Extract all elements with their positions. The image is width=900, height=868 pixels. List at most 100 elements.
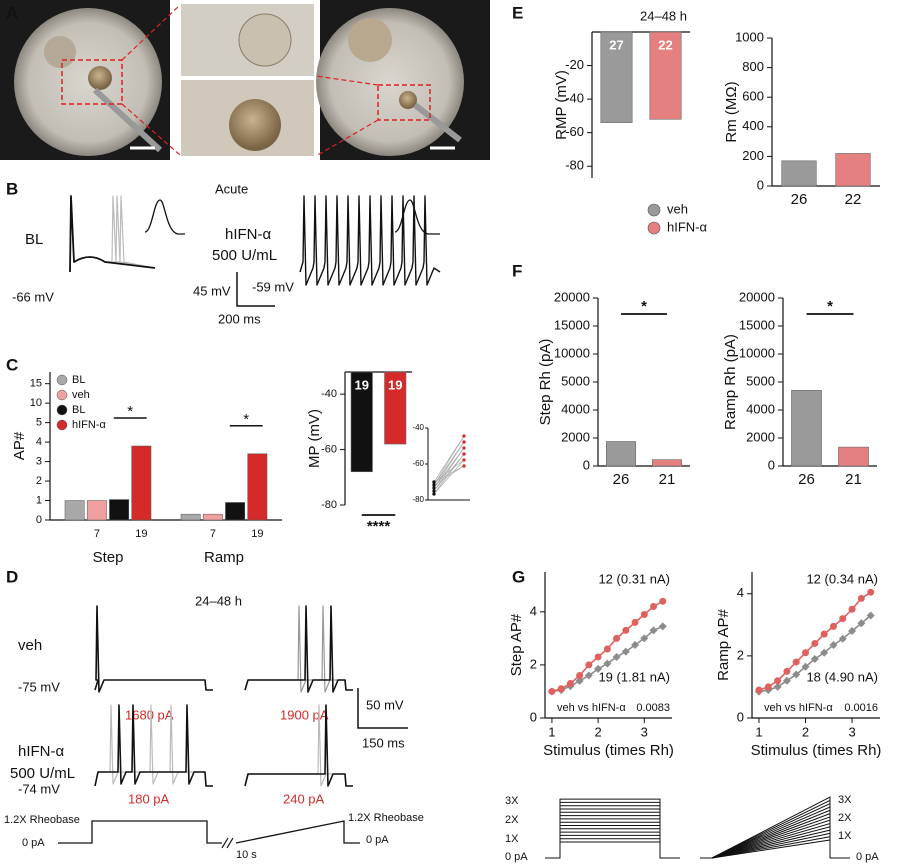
- point: [782, 676, 791, 685]
- condition-label: hIFN-α: [225, 226, 272, 243]
- inset-dot: [462, 452, 466, 456]
- micrographs: [0, 0, 490, 160]
- current-label: 240 pA: [283, 791, 325, 806]
- protocol-label: 1X: [505, 833, 519, 845]
- potential-label: -75 mV: [18, 679, 60, 694]
- n-label: 19: [251, 528, 263, 540]
- panel-title: 24–48 h: [195, 593, 242, 608]
- point: [792, 658, 800, 666]
- n-label: 7: [94, 528, 100, 540]
- x-tick-label: 1: [548, 724, 555, 739]
- inset-dot: [432, 492, 436, 496]
- protocol: [545, 796, 850, 859]
- scale-bar: [236, 272, 275, 307]
- significance: *: [127, 403, 133, 420]
- legend-label: veh: [72, 389, 90, 401]
- x-tick-label: 2: [802, 724, 809, 739]
- x-tick-label: 22: [845, 191, 862, 208]
- inset-pair: [433, 435, 465, 486]
- scale-label: 45 mV: [193, 283, 231, 298]
- bar: [131, 445, 152, 521]
- protocol-label: 1.2X Rheobase: [348, 812, 424, 824]
- bar: [600, 31, 633, 123]
- n-label: 7: [210, 528, 216, 540]
- y-tick-label: -80: [565, 158, 584, 173]
- y-tick-label: 200: [742, 148, 764, 163]
- significance: *: [243, 411, 249, 428]
- y-axis-label: Rm (MΩ): [723, 81, 740, 142]
- point: [584, 671, 593, 680]
- bar: [202, 513, 223, 521]
- y-tick-label: 5000: [746, 373, 775, 388]
- y-tick-label: 4: [36, 436, 42, 448]
- inset-dot: [432, 486, 436, 490]
- point: [585, 661, 593, 669]
- point: [649, 626, 658, 635]
- y-tick-label: 5: [36, 417, 42, 429]
- protocol-label: 2X: [505, 814, 519, 826]
- trace: [94, 704, 213, 787]
- trace: [244, 605, 353, 693]
- trace: [244, 704, 353, 787]
- point: [773, 682, 782, 691]
- condition-label: BL: [25, 231, 43, 248]
- scale-label: 200 ms: [218, 311, 261, 326]
- annotation: 0.0083: [636, 702, 670, 714]
- protocol-label: 0 pA: [366, 834, 389, 846]
- y-axis-label: Step Rh (pA): [537, 339, 554, 426]
- y-tick-label: 10: [30, 397, 42, 409]
- legend-marker: [56, 419, 68, 431]
- point: [810, 654, 819, 663]
- inset-tick-label: -40: [412, 423, 424, 432]
- legend-label: BL: [72, 374, 85, 386]
- bar: [649, 31, 682, 120]
- bar: [350, 371, 373, 473]
- point: [557, 685, 565, 693]
- point: [857, 594, 865, 602]
- protocol-label: 1X: [838, 830, 852, 842]
- point: [650, 603, 658, 611]
- y-tick-label: 4: [530, 603, 537, 618]
- protocol-line: [545, 798, 680, 859]
- scale-label: 50 mV: [366, 697, 404, 712]
- inset-pair: [433, 453, 465, 495]
- y-tick-label: -40: [321, 388, 337, 400]
- y-tick-label: 4: [737, 585, 744, 600]
- x-tick-label: Step: [93, 549, 124, 566]
- y-tick-label: 2: [36, 475, 42, 487]
- inset-dot: [462, 440, 466, 444]
- scale-bar: [357, 688, 408, 729]
- inset-dot: [432, 483, 436, 487]
- trace: [94, 605, 213, 693]
- trace: [244, 605, 353, 693]
- chart: 0 2 4 Step AP# 1 2 3 Stimulus (times Rh) 12 (0.3…: [508, 571, 674, 759]
- point: [838, 634, 847, 643]
- protocol: [58, 820, 360, 844]
- point: [774, 677, 782, 685]
- point: [622, 626, 630, 634]
- inset-pair: [433, 459, 465, 483]
- x-tick-label: 3: [641, 724, 648, 739]
- x-tick-label: 2: [594, 724, 601, 739]
- y-tick-label: 10000: [739, 345, 775, 360]
- y-tick-label: -80: [321, 499, 337, 511]
- y-tick-label: 0: [737, 709, 744, 724]
- y-tick-label: -20: [565, 57, 584, 72]
- condition-label: 500 U/mL: [212, 247, 277, 264]
- y-tick-label: 0: [757, 177, 764, 192]
- annotation: 12 (0.34 nA): [806, 571, 878, 586]
- y-axis-label: Ramp AP#: [715, 608, 732, 680]
- point: [866, 611, 875, 620]
- chart: 0 200 400 600 800 1000 Rm (MΩ) 26 22: [723, 29, 880, 208]
- point: [631, 641, 640, 649]
- chart: 0 2 4 Ramp AP# 1 2 3 Stimulus (times Rh) 12 (0.3…: [715, 571, 881, 759]
- x-tick-label: 3: [848, 724, 855, 739]
- legend-label: veh: [667, 201, 688, 216]
- current-label: 180 pA: [128, 791, 170, 806]
- point: [829, 622, 837, 630]
- inset-dot: [462, 464, 466, 468]
- bar: [605, 441, 637, 467]
- point: [594, 653, 602, 661]
